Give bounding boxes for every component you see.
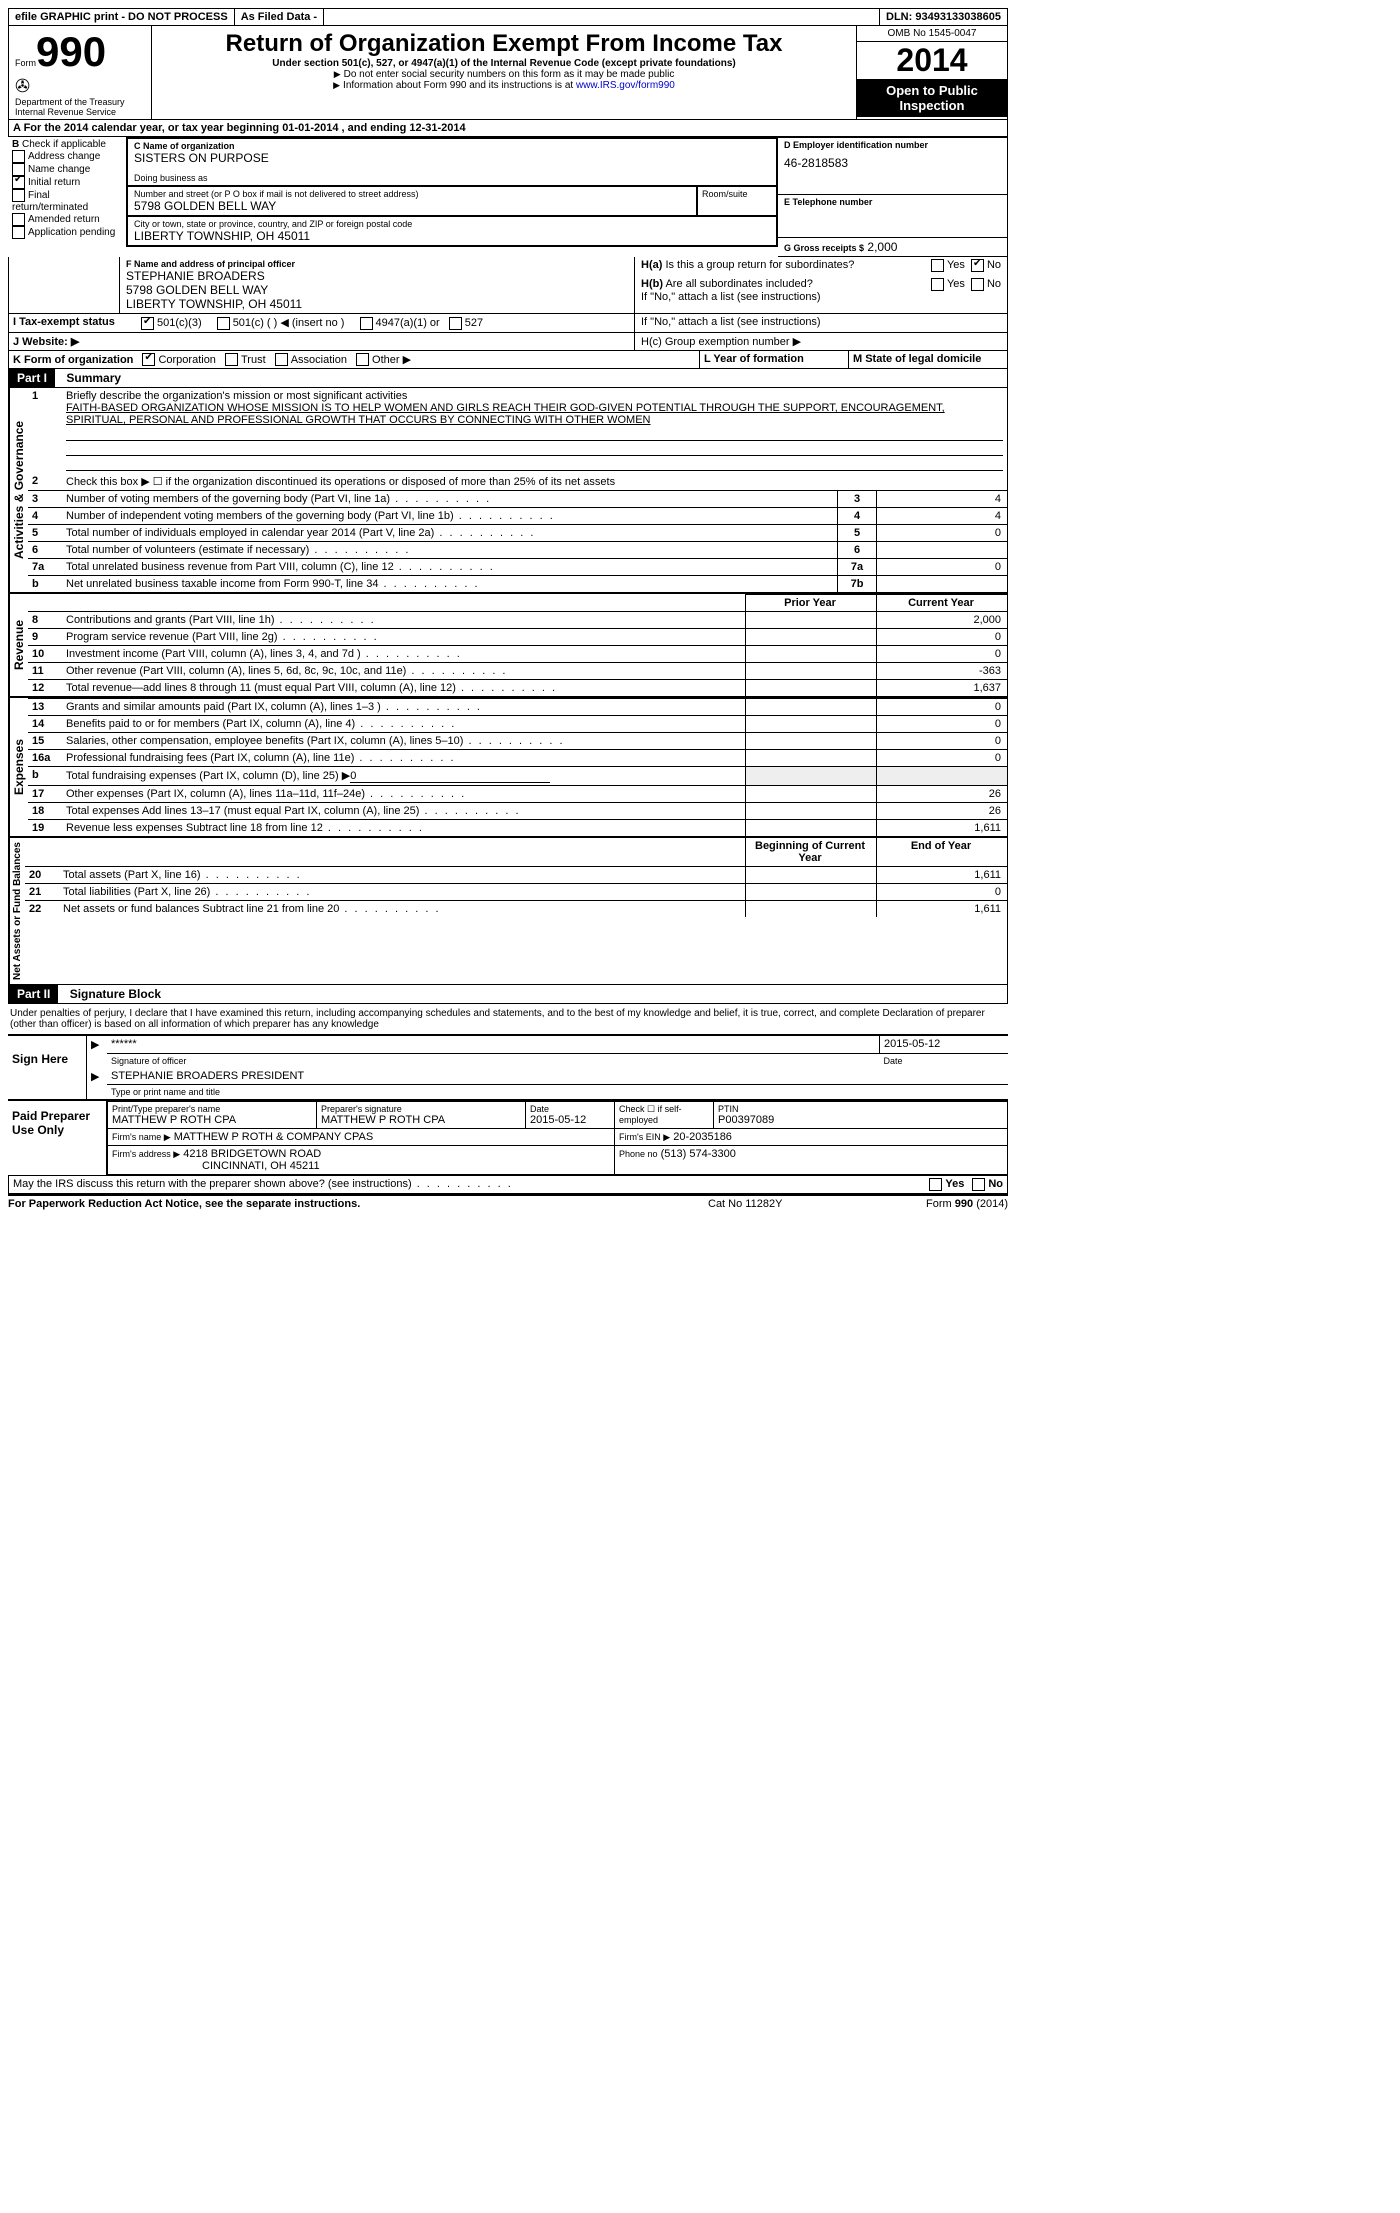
- form-title: Return of Organization Exempt From Incom…: [160, 30, 848, 58]
- mission-text: FAITH-BASED ORGANIZATION WHOSE MISSION I…: [66, 402, 945, 426]
- part2-header: Part II: [9, 985, 58, 1003]
- form-header: Form990 ✇ Department of the Treasury Int…: [8, 26, 1008, 120]
- officer-sig-name: STEPHANIE BROADERS PRESIDENT: [107, 1068, 1008, 1085]
- officer-block: F Name and address of principal officer …: [8, 257, 1008, 314]
- checkbox-hb-no[interactable]: [971, 278, 984, 291]
- perjury-text: Under penalties of perjury, I declare th…: [8, 1004, 1008, 1034]
- part-1: Part I Summary Activities & Governance 1…: [8, 369, 1008, 985]
- checkbox-501c3[interactable]: [141, 317, 154, 330]
- side-label-expenses: Expenses: [9, 698, 28, 836]
- form-number: 990: [36, 28, 106, 75]
- irs-link[interactable]: www.IRS.gov/form990: [576, 80, 675, 91]
- efile-label: efile GRAPHIC print - DO NOT PROCESS: [9, 9, 235, 25]
- website-row: J Website: ▶ H(c) Group exemption number…: [8, 333, 1008, 351]
- checkbox-discuss-yes[interactable]: [929, 1178, 942, 1191]
- part1-header: Part I: [9, 369, 55, 387]
- checkbox-app-pending[interactable]: [12, 226, 25, 239]
- checkbox-527[interactable]: [449, 317, 462, 330]
- paid-preparer-block: Paid Preparer Use Only Print/Type prepar…: [8, 1101, 1008, 1175]
- discuss-row: May the IRS discuss this return with the…: [8, 1175, 1008, 1194]
- tax-year: 2014: [857, 42, 1007, 79]
- side-label-revenue: Revenue: [9, 594, 28, 696]
- topbar: efile GRAPHIC print - DO NOT PROCESS As …: [8, 8, 1008, 26]
- open-inspection: Open to Public Inspection: [857, 79, 1007, 117]
- section-a: A For the 2014 calendar year, or tax yea…: [8, 120, 1008, 137]
- asfiled-label: As Filed Data -: [235, 9, 324, 25]
- checkbox-501c[interactable]: [217, 317, 230, 330]
- checkbox-4947[interactable]: [360, 317, 373, 330]
- checkbox-discuss-no[interactable]: [972, 1178, 985, 1191]
- checkbox-other[interactable]: [356, 353, 369, 366]
- form-subtitle: Under section 501(c), 527, or 4947(a)(1)…: [160, 58, 848, 69]
- checkbox-trust[interactable]: [225, 353, 238, 366]
- sign-here-block: Sign Here ▶ ****** 2015-05-12 Signature …: [8, 1036, 1008, 1099]
- checkbox-hb-yes[interactable]: [931, 278, 944, 291]
- tax-exempt-row: I Tax-exempt status 501(c)(3) 501(c) ( )…: [8, 314, 1008, 333]
- checkbox-ha-no[interactable]: [971, 259, 984, 272]
- officer-name: STEPHANIE BROADERS: [126, 269, 628, 283]
- checkbox-amended[interactable]: [12, 213, 25, 226]
- side-label-ag: Activities & Governance: [9, 388, 28, 592]
- checkbox-ha-yes[interactable]: [931, 259, 944, 272]
- k-l-m-row: K Form of organization Corporation Trust…: [8, 351, 1008, 370]
- checkbox-assoc[interactable]: [275, 353, 288, 366]
- side-label-net: Net Assets or Fund Balances: [9, 838, 25, 984]
- footer: For Paperwork Reduction Act Notice, see …: [8, 1196, 1008, 1212]
- checkbox-addr-change[interactable]: [12, 150, 25, 163]
- ein: 46-2818583: [784, 156, 1001, 170]
- part-2: Part II Signature Block: [8, 985, 1008, 1004]
- org-info-block: B Check if applicable Address change Nam…: [8, 137, 1008, 257]
- org-address: 5798 GOLDEN BELL WAY: [134, 199, 690, 213]
- checkbox-corp[interactable]: [142, 353, 155, 366]
- checkbox-initial-return[interactable]: [12, 176, 25, 189]
- gross-receipts: 2,000: [867, 240, 897, 254]
- org-name: SISTERS ON PURPOSE: [134, 151, 770, 165]
- org-city: LIBERTY TOWNSHIP, OH 45011: [134, 229, 770, 243]
- dln: DLN: 93493133038605: [880, 9, 1007, 25]
- checkbox-final[interactable]: [12, 189, 25, 202]
